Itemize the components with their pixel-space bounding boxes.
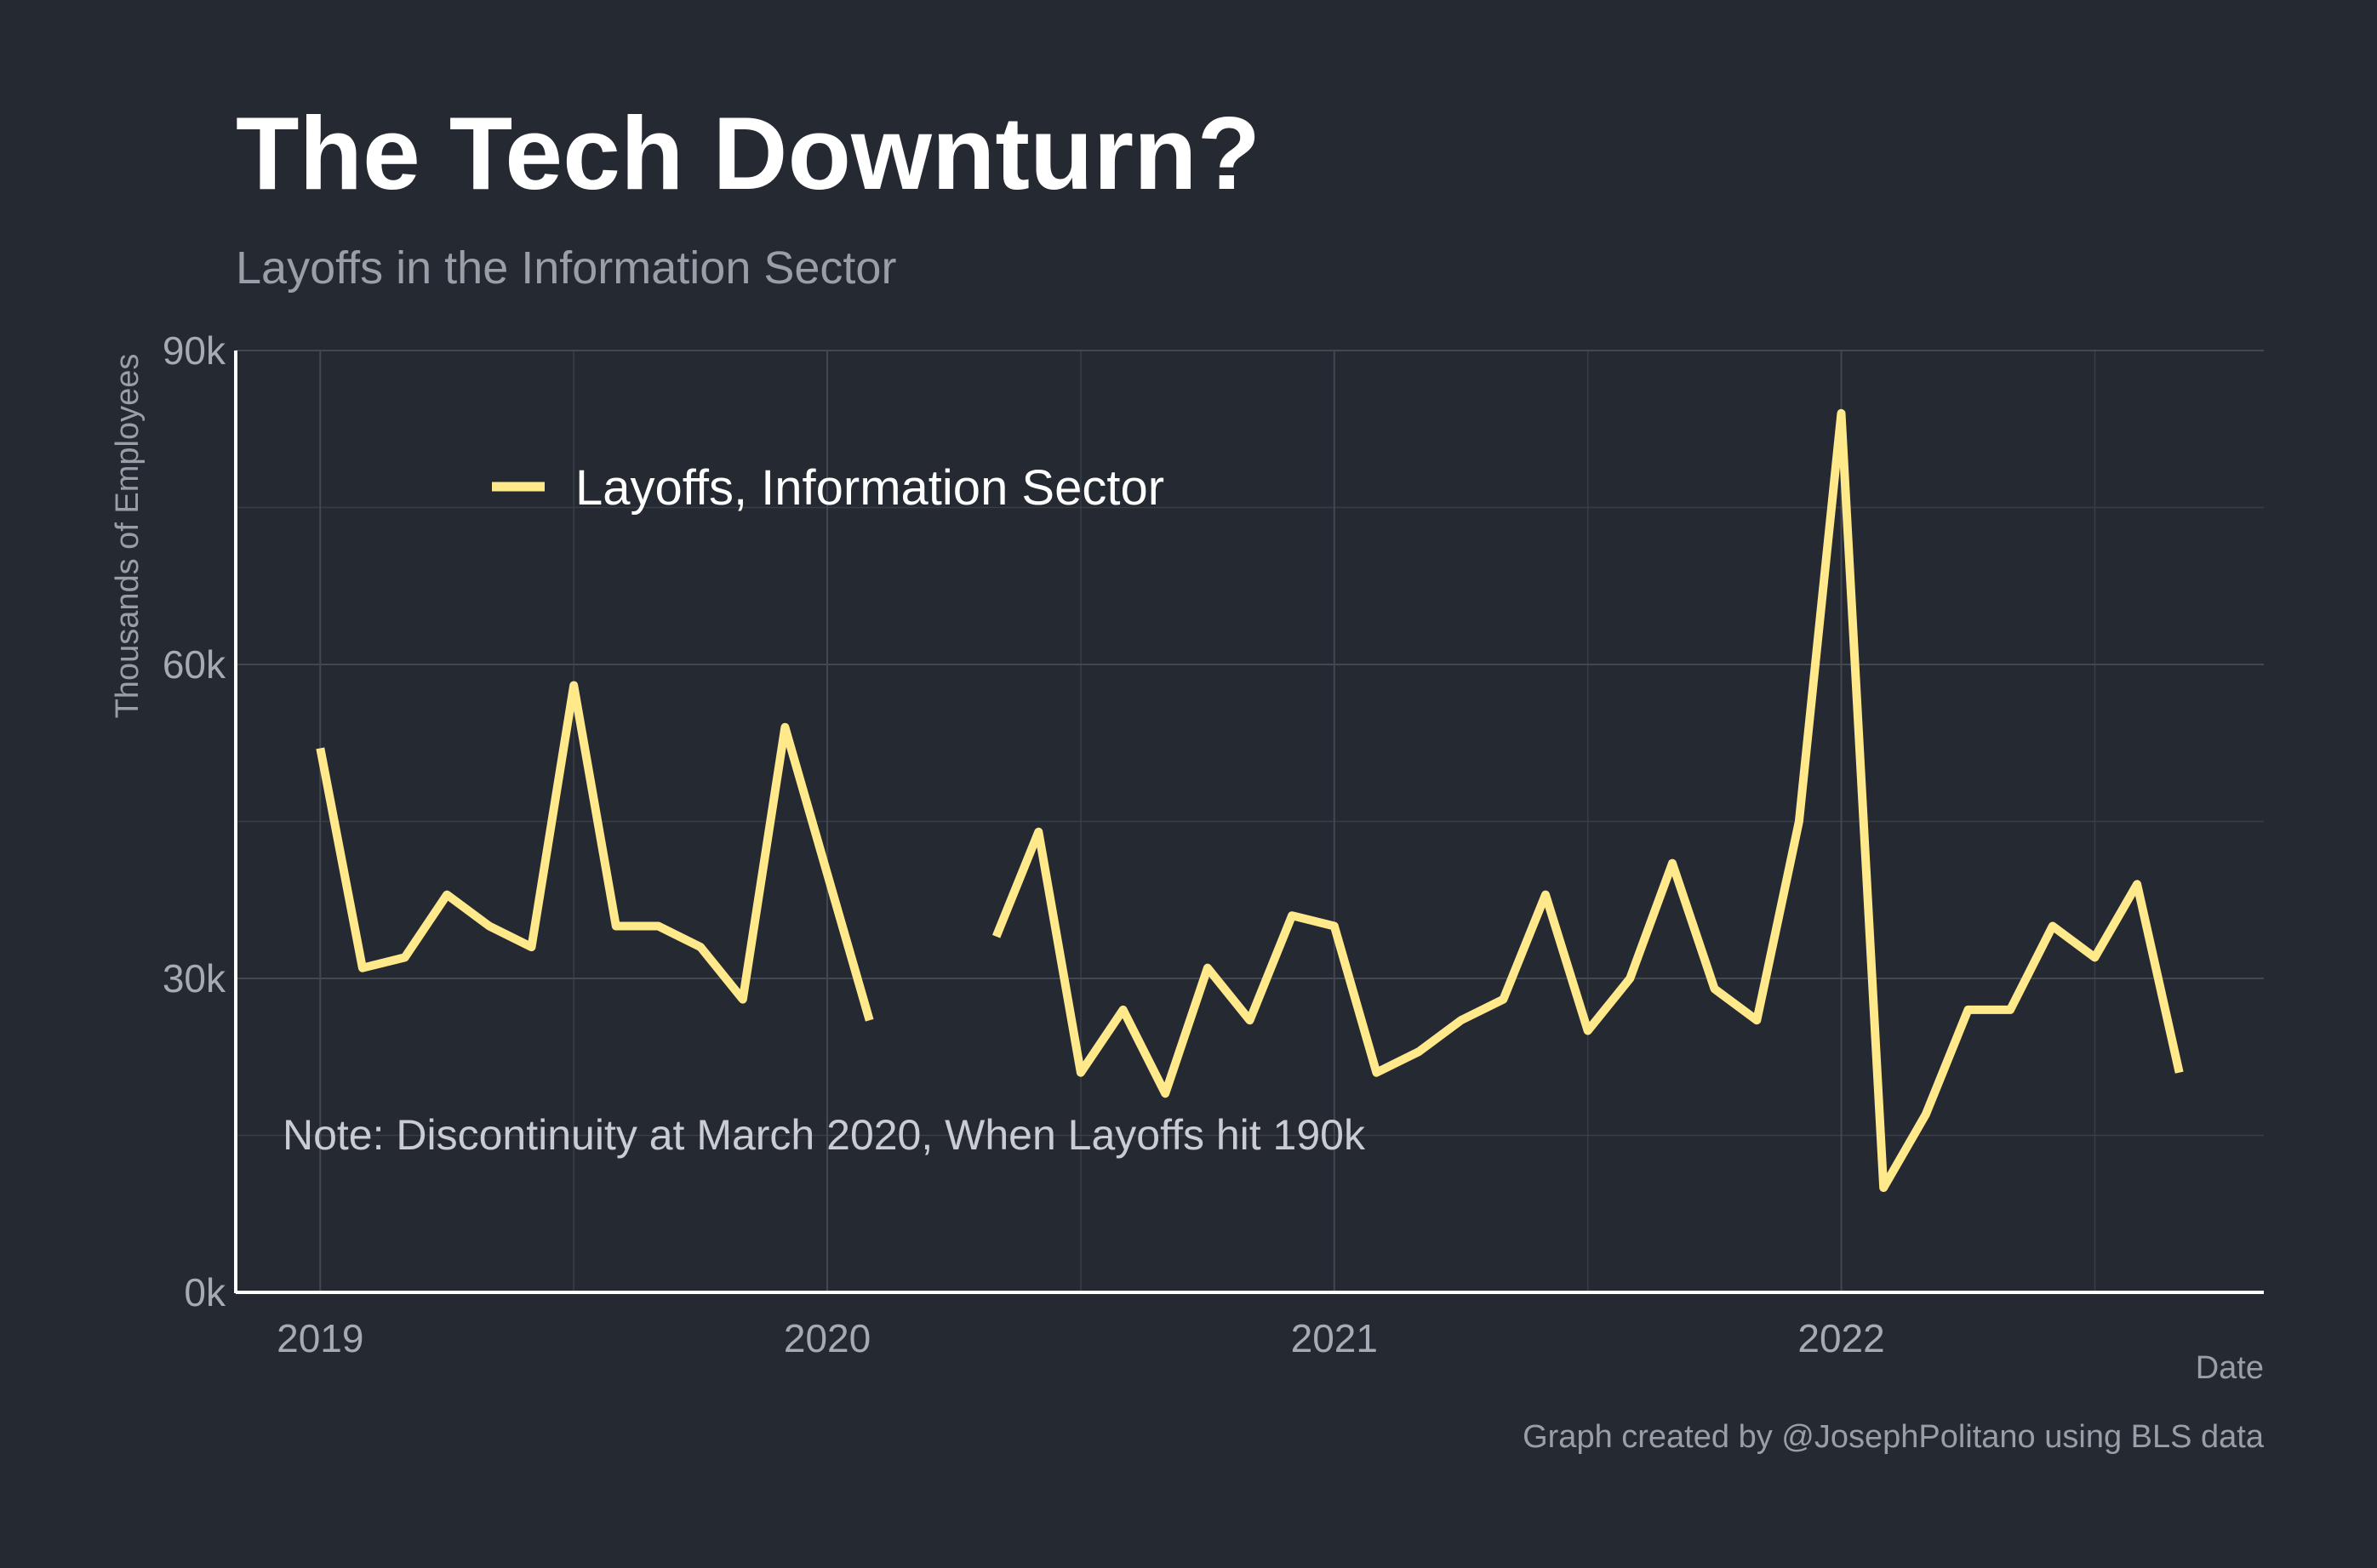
x-tick-label: 2020 <box>784 1316 871 1360</box>
source-caption: Graph created by @JosephPolitano using B… <box>1523 1419 2265 1455</box>
note-annotation: Note: Discontinuity at March 2020, When … <box>283 1111 1366 1159</box>
y-tick-label: 30k <box>163 956 226 1001</box>
series-layer <box>316 408 2184 1192</box>
x-tick-label: 2021 <box>1291 1316 1378 1360</box>
x-tick-labels: 2019 2020 2021 2022 <box>277 1316 1885 1360</box>
y-tick-labels: 0k 30k 60k 90k <box>163 328 226 1314</box>
y-axis-label: Thousands of Employees <box>110 354 146 719</box>
legend: Layoffs, Information Sector <box>492 460 1164 516</box>
series-line-segment <box>991 408 2184 1192</box>
x-tick-label: 2019 <box>277 1316 363 1360</box>
legend-label-layoffs: Layoffs, Information Sector <box>575 460 1164 516</box>
y-tick-label: 90k <box>163 328 226 373</box>
x-tick-label: 2022 <box>1797 1316 1884 1360</box>
y-tick-label: 60k <box>163 642 226 687</box>
chart-subtitle: Layoffs in the Information Sector <box>236 242 896 294</box>
chart-title: The Tech Downturn? <box>236 95 1260 211</box>
series-line-segment <box>316 681 874 1022</box>
y-tick-label: 0k <box>184 1270 226 1314</box>
major-gridlines <box>236 350 2264 1292</box>
x-axis-label: Date <box>2196 1350 2264 1386</box>
minor-gridlines <box>236 351 2264 1292</box>
